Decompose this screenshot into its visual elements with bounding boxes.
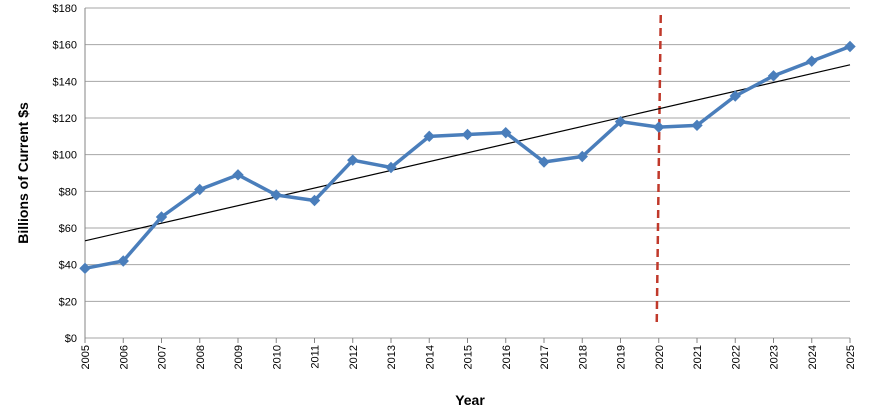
y-tick-label: $0 xyxy=(65,333,77,345)
data-marker xyxy=(653,121,665,133)
data-marker xyxy=(500,126,512,139)
x-tick-label: 2008 xyxy=(195,345,207,369)
x-tick-label: 2015 xyxy=(463,345,475,369)
x-tick-label: 2013 xyxy=(386,345,398,369)
data-marker xyxy=(729,90,741,102)
trendline xyxy=(84,64,851,242)
x-tick-label: 2010 xyxy=(271,345,283,369)
x-tick-label: 2022 xyxy=(730,345,742,369)
data-marker xyxy=(385,161,397,174)
x-tick-label: 2021 xyxy=(692,345,704,369)
data-marker xyxy=(767,70,780,82)
x-tick-label: 2014 xyxy=(424,345,436,369)
x-axis-title: Year xyxy=(455,392,485,408)
data-marker xyxy=(576,150,588,163)
data-marker xyxy=(79,262,91,275)
x-tick-label: 2019 xyxy=(616,345,628,369)
x-tick-label: 2006 xyxy=(118,345,130,369)
y-tick-label: $160 xyxy=(53,40,77,52)
x-tick-label: 2009 xyxy=(233,345,245,369)
y-axis-title: Billions of Current $s xyxy=(15,102,31,244)
data-marker xyxy=(806,55,818,67)
x-tick-label: 2016 xyxy=(501,345,513,369)
data-marker xyxy=(844,40,856,53)
reference-line xyxy=(655,14,662,323)
y-tick-label: $20 xyxy=(59,296,77,308)
y-tick-label: $100 xyxy=(53,150,77,162)
x-tick-label: 2025 xyxy=(845,345,857,369)
x-tick-label: 2017 xyxy=(539,345,551,369)
x-tick-label: 2018 xyxy=(577,345,589,369)
x-tick-label: 2007 xyxy=(157,345,169,369)
x-tick-label: 2011 xyxy=(310,345,322,369)
data-marker xyxy=(270,189,282,201)
data-marker xyxy=(308,194,321,207)
x-tick-label: 2023 xyxy=(769,345,781,369)
data-marker xyxy=(117,255,129,267)
data-marker xyxy=(155,211,168,223)
data-marker xyxy=(194,183,206,196)
data-marker xyxy=(461,128,474,141)
x-tick-label: 2020 xyxy=(654,345,666,369)
y-tick-label: $60 xyxy=(59,223,77,235)
x-tick-label: 2012 xyxy=(348,345,360,369)
data-marker xyxy=(232,169,244,181)
y-tick-label: $120 xyxy=(53,113,77,125)
x-tick-label: 2024 xyxy=(807,345,819,369)
data-marker xyxy=(347,154,359,166)
y-tick-label: $40 xyxy=(59,260,77,272)
data-marker xyxy=(614,115,627,128)
data-marker xyxy=(538,156,550,168)
data-line xyxy=(84,44,851,271)
x-tick-label: 2005 xyxy=(80,345,92,369)
y-tick-label: $80 xyxy=(59,186,77,198)
data-marker xyxy=(423,130,435,143)
y-tick-label: $180 xyxy=(53,3,77,15)
data-marker xyxy=(691,119,703,132)
y-tick-label: $140 xyxy=(53,76,77,88)
